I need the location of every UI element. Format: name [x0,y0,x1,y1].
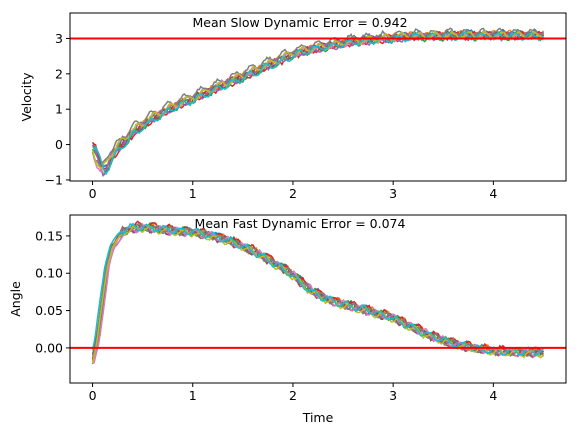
velocity-ylabel: Velocity [19,72,34,122]
x-tick-label: 4 [489,186,497,201]
y-tick-label: 2 [55,66,63,81]
fast-error-annotation: Mean Fast Dynamic Error = 0.074 [195,216,406,231]
y-tick-label: 0.10 [35,266,63,281]
y-tick-label: 0 [55,137,63,152]
x-tick-label: 3 [389,388,397,403]
x-tick-label: 1 [189,388,197,403]
x-tick-label: 4 [489,388,497,403]
slow-error-annotation: Mean Slow Dynamic Error = 0.942 [192,15,407,30]
y-tick-label: 0.05 [35,303,63,318]
time-xlabel: Time [302,410,334,425]
y-tick-label: 1 [55,102,63,117]
x-tick-label: 1 [189,186,197,201]
x-tick-label: 0 [89,186,97,201]
x-tick-label: 2 [289,388,297,403]
x-tick-label: 3 [389,186,397,201]
y-tick-label: 3 [55,31,63,46]
angle-ylabel: Angle [8,281,23,317]
y-tick-label: −1 [45,172,63,187]
x-tick-label: 2 [289,186,297,201]
y-tick-label: 0.15 [35,228,63,243]
y-tick-label: 0.00 [35,340,63,355]
x-tick-label: 0 [89,388,97,403]
